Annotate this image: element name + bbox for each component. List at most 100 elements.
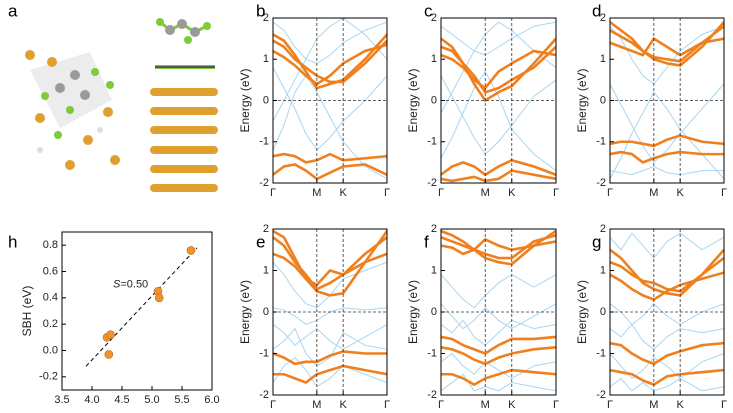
x-tick-label: M	[481, 187, 490, 199]
y-tick-label: 0	[431, 94, 437, 106]
annotation: S=0.50	[113, 279, 148, 291]
band	[441, 274, 556, 309]
band	[441, 229, 556, 266]
x-tick-label: K	[339, 399, 347, 411]
y-tick-label: 0.2	[43, 318, 58, 330]
plot-area	[441, 229, 556, 395]
x-tick-label: M	[649, 187, 658, 199]
y-tick-label: 0	[600, 94, 606, 106]
x-tick-label: Γ	[270, 187, 276, 199]
band	[610, 302, 724, 326]
y-tick-label: -2	[427, 177, 437, 189]
x-tick-label: K	[508, 399, 516, 411]
y-tick-label: -2	[427, 389, 437, 401]
y-axis-label: Energy (eV)	[238, 280, 252, 344]
x-tick-label: Γ	[438, 399, 444, 411]
y-tick-label: 1	[600, 264, 606, 276]
y-axis-label: Energy (eV)	[575, 280, 589, 344]
x-tick-label: K	[676, 187, 684, 199]
band	[610, 377, 724, 392]
y-tick-label: -1	[596, 136, 606, 148]
band	[441, 21, 556, 56]
y-tick-label: 0.0	[43, 344, 58, 356]
y-tick-label: -2	[259, 389, 269, 401]
band	[610, 353, 724, 380]
y-tick-label: -1	[596, 347, 606, 359]
y-tick-label: -0.2	[39, 371, 58, 383]
panel-label: c	[424, 1, 433, 20]
panel-label: b	[256, 1, 265, 20]
x-tick-label: Γ	[270, 399, 276, 411]
y-tick-label: 0.8	[43, 239, 58, 251]
structure-front	[150, 18, 218, 192]
band	[441, 169, 556, 183]
band	[273, 163, 387, 181]
y-tick-label: 0	[431, 306, 437, 318]
data-point	[104, 350, 114, 359]
x-tick-label: Γ	[721, 187, 727, 199]
panel-label: g	[592, 232, 601, 251]
x-tick-label: 5.0	[144, 394, 159, 406]
band	[610, 368, 724, 387]
band	[441, 21, 556, 114]
y-tick-label: 2	[431, 12, 437, 24]
panel-label: d	[592, 1, 601, 20]
plot-area	[610, 18, 724, 183]
band	[273, 67, 387, 151]
y-tick-label: 1	[263, 53, 269, 65]
y-tick-label: 2	[600, 12, 606, 24]
x-tick-label: Γ	[553, 399, 559, 411]
band	[441, 37, 556, 103]
x-tick-label: Γ	[438, 187, 444, 199]
y-tick-label: 1	[600, 53, 606, 65]
y-axis-label: Energy (eV)	[406, 280, 420, 344]
y-tick-label: 2	[431, 223, 437, 235]
x-tick-label: K	[339, 187, 347, 199]
x-tick-label: Γ	[384, 399, 390, 411]
band	[610, 25, 724, 63]
y-tick-label: 0.6	[43, 265, 58, 277]
band	[610, 83, 724, 164]
x-tick-label: Γ	[553, 187, 559, 199]
panel-label: a	[8, 1, 18, 20]
y-tick-label: 0.4	[43, 292, 58, 304]
x-tick-label: K	[676, 399, 684, 411]
y-tick-label: -2	[259, 177, 269, 189]
data-point	[106, 330, 115, 340]
x-tick-label: M	[312, 399, 321, 411]
x-tick-label: 3.5	[54, 394, 69, 406]
y-axis-label: Energy (eV)	[406, 68, 420, 132]
y-tick-label: 0	[263, 94, 269, 106]
band	[610, 341, 724, 366]
x-tick-label: 4.5	[114, 394, 129, 406]
y-tick-label: -2	[596, 389, 606, 401]
x-tick-label: 4.0	[84, 394, 99, 406]
x-tick-label: M	[649, 399, 658, 411]
x-tick-label: 5.5	[174, 394, 189, 406]
plot-area	[85, 246, 198, 367]
band	[441, 303, 556, 330]
band	[441, 70, 556, 172]
annotation-symbol: S	[113, 279, 121, 291]
panel-label: f	[424, 232, 429, 251]
y-tick-label: -2	[596, 177, 606, 189]
y-axis-label: Energy (eV)	[575, 68, 589, 132]
band	[273, 307, 387, 326]
x-tick-label: Γ	[607, 399, 613, 411]
y-tick-label: 1	[263, 264, 269, 276]
y-tick-label: -1	[259, 136, 269, 148]
y-tick-label: -1	[427, 347, 437, 359]
band	[441, 368, 556, 387]
x-tick-label: Γ	[384, 187, 390, 199]
y-tick-label: 2	[263, 223, 269, 235]
plot-area	[441, 18, 556, 183]
y-tick-label: 2	[600, 223, 606, 235]
annotation-value: =0.50	[120, 279, 148, 291]
x-tick-label: M	[481, 399, 490, 411]
